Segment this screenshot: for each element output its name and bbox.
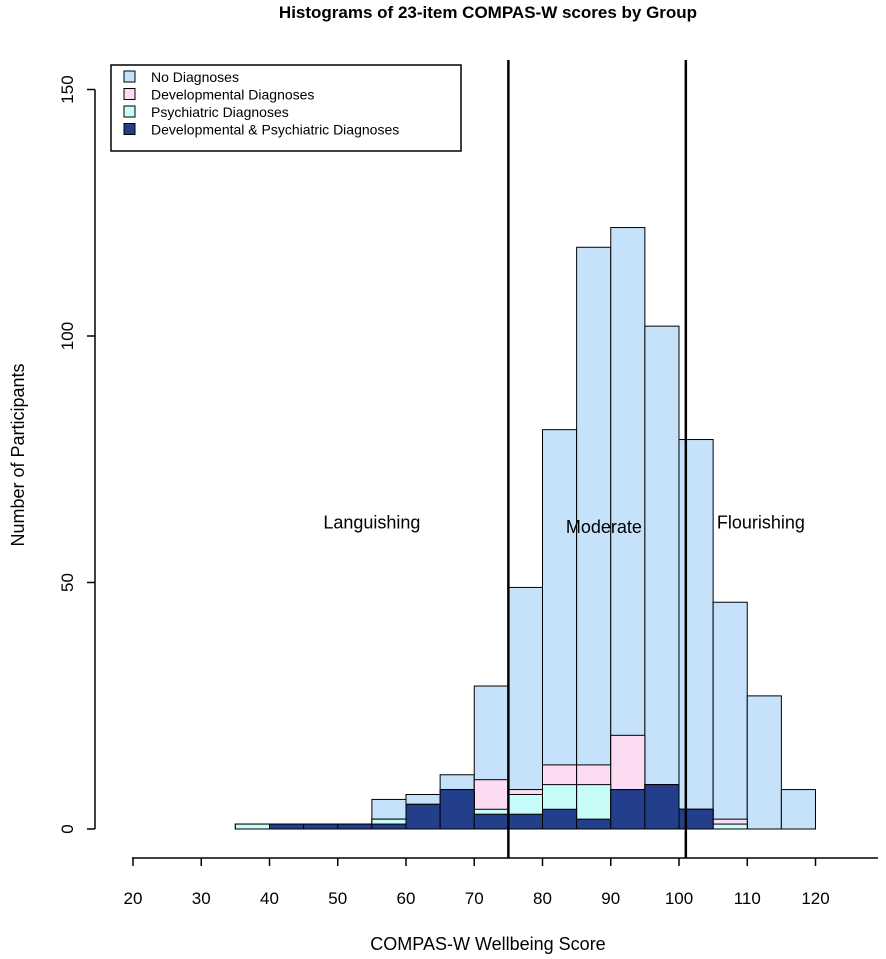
- x-tick-label: 120: [801, 889, 829, 908]
- bar-s0-b17: [780, 789, 816, 830]
- bar-s2-b15: [712, 823, 748, 830]
- bar-s3-b12: [610, 789, 646, 830]
- legend: No Diagnoses Developmental DiagnosesPsych…: [110, 64, 462, 152]
- bar-s0-b16: [746, 695, 782, 830]
- x-tick-label: 100: [665, 889, 693, 908]
- x-tick-label: 30: [192, 889, 211, 908]
- chart-title: Histograms of 23-item COMPAS-W scores by…: [279, 3, 697, 22]
- bars-group: [234, 227, 816, 830]
- bar-s3-b2: [269, 823, 305, 830]
- y-tick-label: 150: [58, 75, 77, 103]
- legend-swatch: [123, 88, 136, 100]
- bar-s2-b1: [234, 823, 270, 830]
- y-tick-label: 50: [58, 573, 77, 592]
- x-tick-label: 60: [397, 889, 416, 908]
- bar-s3-b9: [507, 813, 543, 830]
- bar-s3-b5: [371, 823, 407, 830]
- bar-s0-b13: [644, 325, 680, 830]
- y-axis: 0 50 100 150: [58, 75, 96, 834]
- legend-label: Developmental & Psychiatric Diagnoses: [151, 122, 399, 138]
- x-tick-label: 80: [533, 889, 552, 908]
- legend-label: No Diagnoses: [151, 69, 239, 85]
- y-tick-label: 100: [58, 322, 77, 350]
- legend-label: Psychiatric Diagnoses: [151, 104, 289, 120]
- zone-label: Languishing: [323, 512, 420, 532]
- zone-label: Moderate: [566, 517, 642, 537]
- bar-s3-b10: [542, 808, 578, 830]
- bar-s0-b15: [712, 601, 748, 830]
- cutoff-lines: [507, 60, 688, 858]
- bar-s0-b10: [542, 429, 578, 830]
- bar-s3-b8: [473, 813, 509, 830]
- legend-swatch: [123, 105, 136, 118]
- x-tick-label: 50: [328, 889, 347, 908]
- legend-swatch: [123, 70, 136, 83]
- x-tick-label: 70: [465, 889, 484, 908]
- y-tick-label: 0: [58, 824, 77, 833]
- bar-s0-b12: [610, 227, 646, 830]
- bar-s3-b6: [405, 803, 441, 830]
- legend-box: [110, 64, 462, 152]
- bar-s3-b13: [644, 784, 680, 830]
- bar-s0-b14: [678, 439, 714, 830]
- x-tick-label: 40: [260, 889, 279, 908]
- bar-s3-b7: [439, 789, 475, 830]
- zone-labels: Languishing Moderate Flourishing: [323, 512, 805, 537]
- legend-label: Developmental Diagnoses: [151, 87, 314, 103]
- bar-s0-b11: [576, 246, 612, 830]
- bar-s3-b3: [303, 823, 339, 830]
- x-axis-label: COMPAS-W Wellbeing Score: [370, 934, 605, 954]
- bar-s3-b4: [337, 823, 373, 830]
- x-axis: 20 30 40 50 60 70 80 90 100 110 120: [124, 857, 878, 908]
- x-tick-label: 20: [124, 889, 143, 908]
- bar-s3-b11: [576, 818, 612, 830]
- x-tick-label: 110: [734, 889, 761, 908]
- bar-s0-b9: [507, 586, 543, 830]
- bar-s3-b14: [678, 808, 714, 830]
- y-axis-label: Number of Participants: [8, 363, 28, 546]
- x-tick-label: 90: [601, 889, 620, 908]
- legend-swatch: [123, 123, 136, 135]
- zone-label: Flourishing: [717, 512, 805, 532]
